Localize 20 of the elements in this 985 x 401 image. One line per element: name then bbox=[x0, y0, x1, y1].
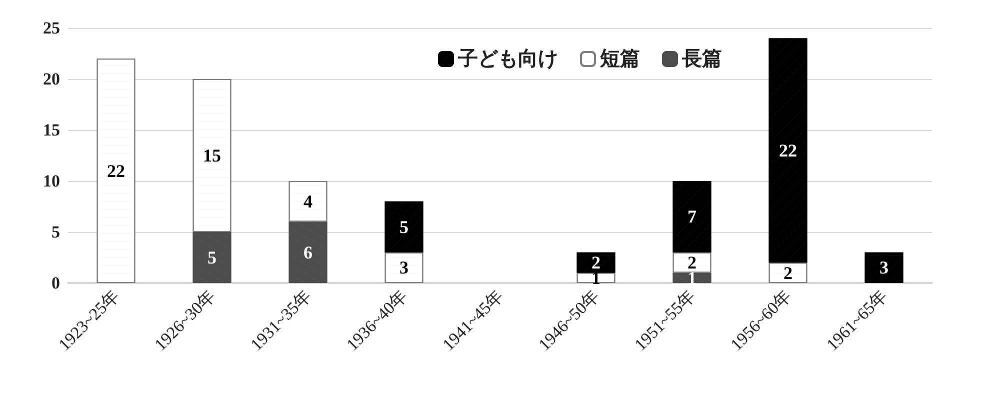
y-tick-label: 15 bbox=[43, 120, 60, 140]
y-tick-label: 25 bbox=[43, 18, 60, 38]
legend-label: 長篇 bbox=[681, 48, 722, 70]
data-label: 3 bbox=[400, 258, 408, 278]
data-label: 2 bbox=[784, 262, 792, 283]
legend-label: 短篇 bbox=[599, 48, 640, 70]
y-tick-label: 5 bbox=[52, 222, 60, 242]
data-label: 5 bbox=[208, 248, 216, 268]
data-label: 7 bbox=[688, 206, 696, 227]
data-label: 22 bbox=[107, 160, 125, 181]
legend-label: 子ども向け bbox=[457, 48, 558, 70]
data-label: 22 bbox=[779, 140, 797, 160]
data-label: 4 bbox=[304, 191, 312, 212]
data-label: 15 bbox=[203, 146, 221, 166]
y-tick-label: 0 bbox=[52, 274, 60, 292]
y-tick-label: 20 bbox=[43, 70, 60, 88]
data-label: 5 bbox=[400, 216, 408, 237]
y-tick-label: 10 bbox=[43, 172, 60, 190]
data-label: 6 bbox=[304, 242, 312, 262]
data-label: 3 bbox=[880, 258, 888, 278]
